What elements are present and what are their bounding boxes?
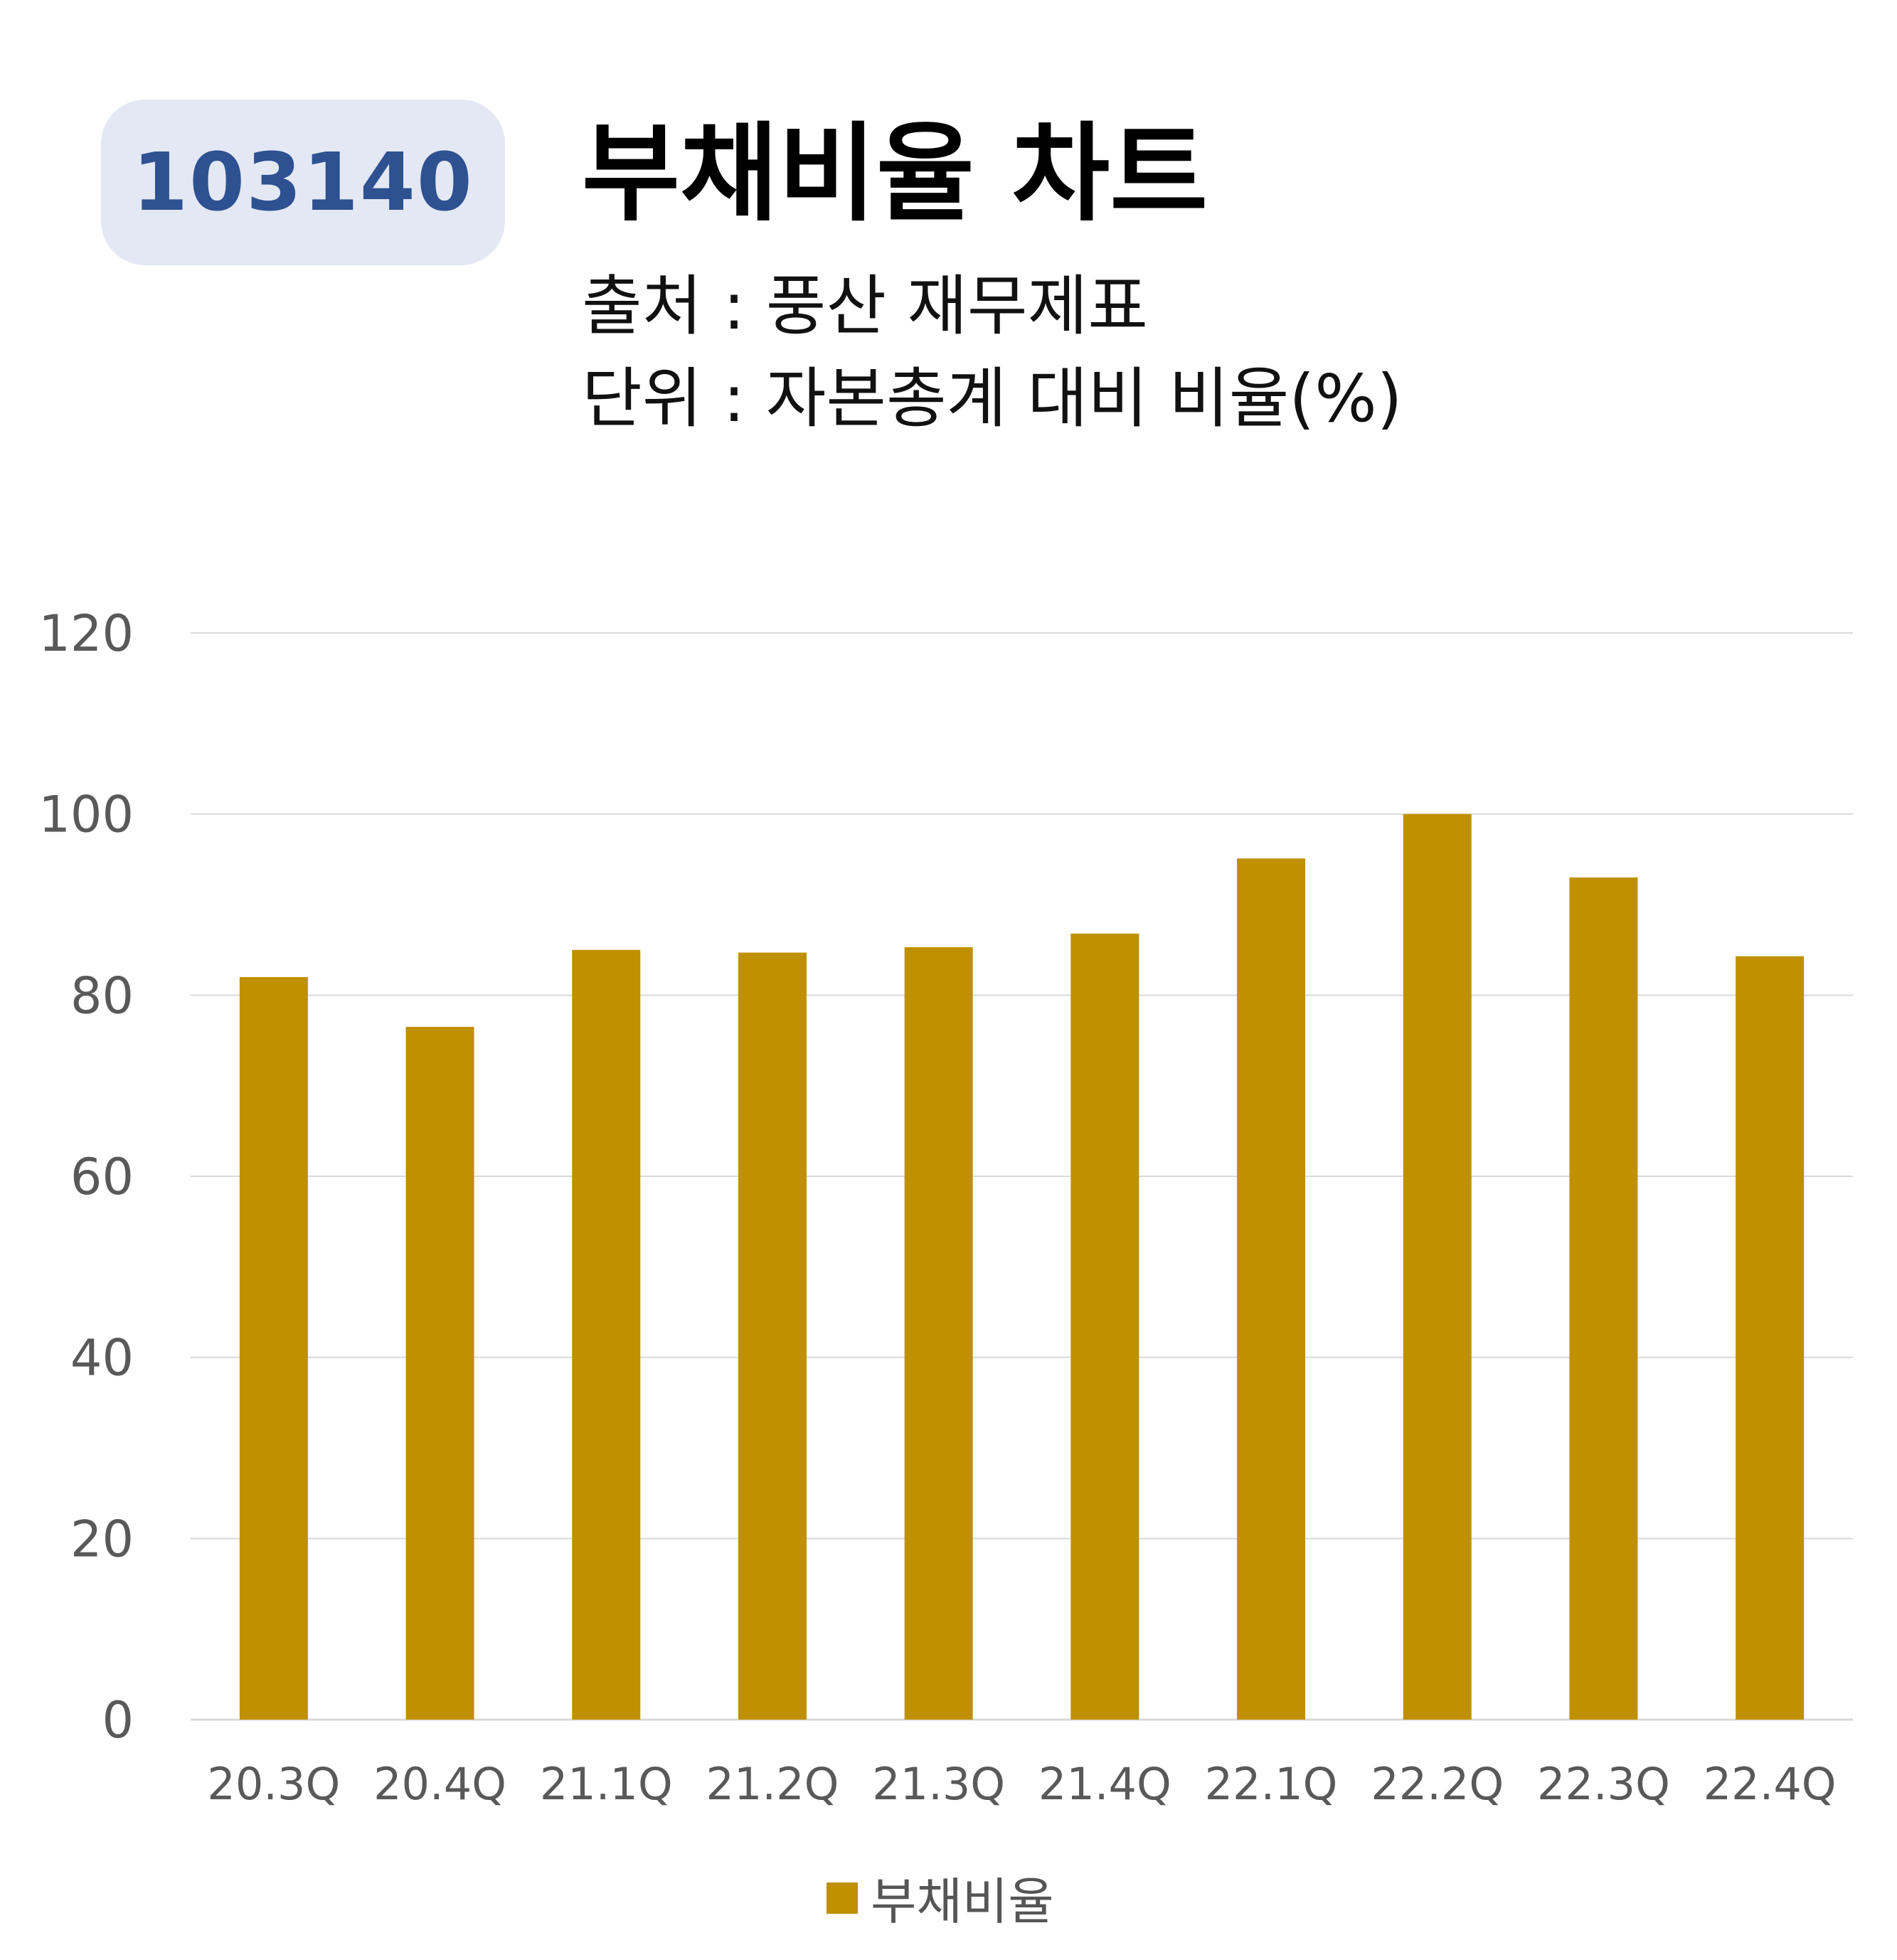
x-tick-label: 20.3Q (207, 1758, 340, 1810)
x-tick-label: 22.1Q (1205, 1758, 1338, 1810)
x-tick-label: 21.4Q (1038, 1758, 1171, 1810)
x-tick-label: 22.4Q (1704, 1758, 1837, 1810)
bar-21.4Q (1070, 933, 1139, 1720)
bar-21.2Q (738, 952, 807, 1720)
bar-22.4Q (1736, 956, 1805, 1720)
x-tick-label: 21.2Q (706, 1758, 839, 1810)
legend: 부채비율 (827, 1862, 1054, 1934)
bar-22.1Q (1237, 858, 1306, 1720)
y-tick-label: 120 (38, 604, 134, 663)
y-tick-label: 80 (70, 966, 134, 1025)
x-tick-label: 22.3Q (1537, 1758, 1670, 1810)
chart-title: 부채비율 차트 (582, 112, 1208, 236)
legend-label: 부채비율 (871, 1873, 1054, 1931)
x-tick-label: 22.2Q (1371, 1758, 1504, 1810)
bar-21.3Q (904, 947, 973, 1720)
y-tick-label: 40 (70, 1329, 134, 1388)
y-tick-label: 0 (102, 1691, 134, 1749)
stock-code: 103140 (132, 136, 474, 229)
source-text: 출처 : 풍산 재무제표 (582, 268, 1148, 344)
y-tick-label: 20 (70, 1510, 134, 1568)
bar-20.4Q (405, 1026, 474, 1720)
bar-chart: 0 20 40 60 80 100 120 20.3Q 20.4Q 21.1Q 21.2Q 21.3Q… (38, 604, 1853, 1810)
x-tick-label: 21.3Q (872, 1758, 1005, 1810)
y-tick-label: 100 (38, 786, 134, 844)
legend-swatch (827, 1882, 858, 1914)
x-tick-label: 20.4Q (373, 1758, 506, 1810)
bar-20.3Q (239, 976, 308, 1720)
bar-22.3Q (1569, 877, 1638, 1720)
unit-text: 단위 : 자본총계 대비 비율(%) (582, 361, 1403, 437)
bar-21.1Q (572, 949, 641, 1720)
stock-code-badge: 103140 (101, 100, 505, 265)
bar-22.2Q (1403, 814, 1472, 1720)
y-tick-label: 60 (70, 1148, 134, 1206)
x-tick-label: 21.1Q (540, 1758, 673, 1810)
